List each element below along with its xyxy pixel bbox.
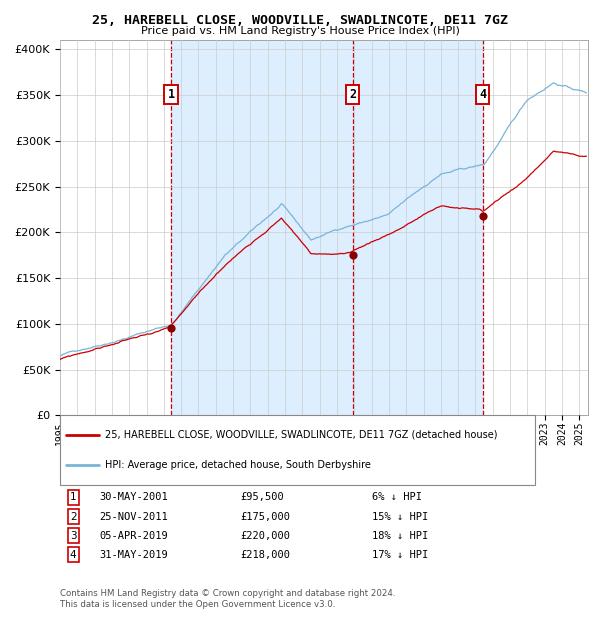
Text: £218,000: £218,000 (240, 550, 290, 560)
Text: 15% ↓ HPI: 15% ↓ HPI (372, 512, 428, 521)
Text: 4: 4 (479, 88, 486, 101)
Text: 6% ↓ HPI: 6% ↓ HPI (372, 492, 422, 502)
Text: 31-MAY-2019: 31-MAY-2019 (99, 550, 168, 560)
Text: £175,000: £175,000 (240, 512, 290, 521)
Text: 17% ↓ HPI: 17% ↓ HPI (372, 550, 428, 560)
Text: 05-APR-2019: 05-APR-2019 (99, 531, 168, 541)
Text: 25-NOV-2011: 25-NOV-2011 (99, 512, 168, 521)
Text: Price paid vs. HM Land Registry's House Price Index (HPI): Price paid vs. HM Land Registry's House … (140, 26, 460, 36)
Point (478, 211, 487, 221)
Text: 25, HAREBELL CLOSE, WOODVILLE, SWADLINCOTE, DE11 7GZ: 25, HAREBELL CLOSE, WOODVILLE, SWADLINCO… (92, 14, 508, 27)
Text: 1: 1 (167, 88, 175, 101)
Text: Contains HM Land Registry data © Crown copyright and database right 2024.: Contains HM Land Registry data © Crown c… (60, 589, 395, 598)
Text: 3: 3 (70, 531, 77, 541)
Text: HPI: Average price, detached house, South Derbyshire: HPI: Average price, detached house, Sout… (105, 461, 371, 471)
Point (166, 323, 176, 333)
Text: 18% ↓ HPI: 18% ↓ HPI (372, 531, 428, 541)
Bar (171, 40, 482, 415)
Text: 25, HAREBELL CLOSE, WOODVILLE, SWADLINCOTE, DE11 7GZ (detached house): 25, HAREBELL CLOSE, WOODVILLE, SWADLINCO… (105, 430, 497, 440)
Text: 2: 2 (349, 88, 356, 101)
Text: 4: 4 (70, 550, 77, 560)
Text: £220,000: £220,000 (240, 531, 290, 541)
Text: 30-MAY-2001: 30-MAY-2001 (99, 492, 168, 502)
Text: £95,500: £95,500 (240, 492, 284, 502)
Point (348, 250, 358, 260)
Text: 2: 2 (70, 512, 77, 521)
Text: 1: 1 (70, 492, 77, 502)
Text: This data is licensed under the Open Government Licence v3.0.: This data is licensed under the Open Gov… (60, 600, 335, 609)
